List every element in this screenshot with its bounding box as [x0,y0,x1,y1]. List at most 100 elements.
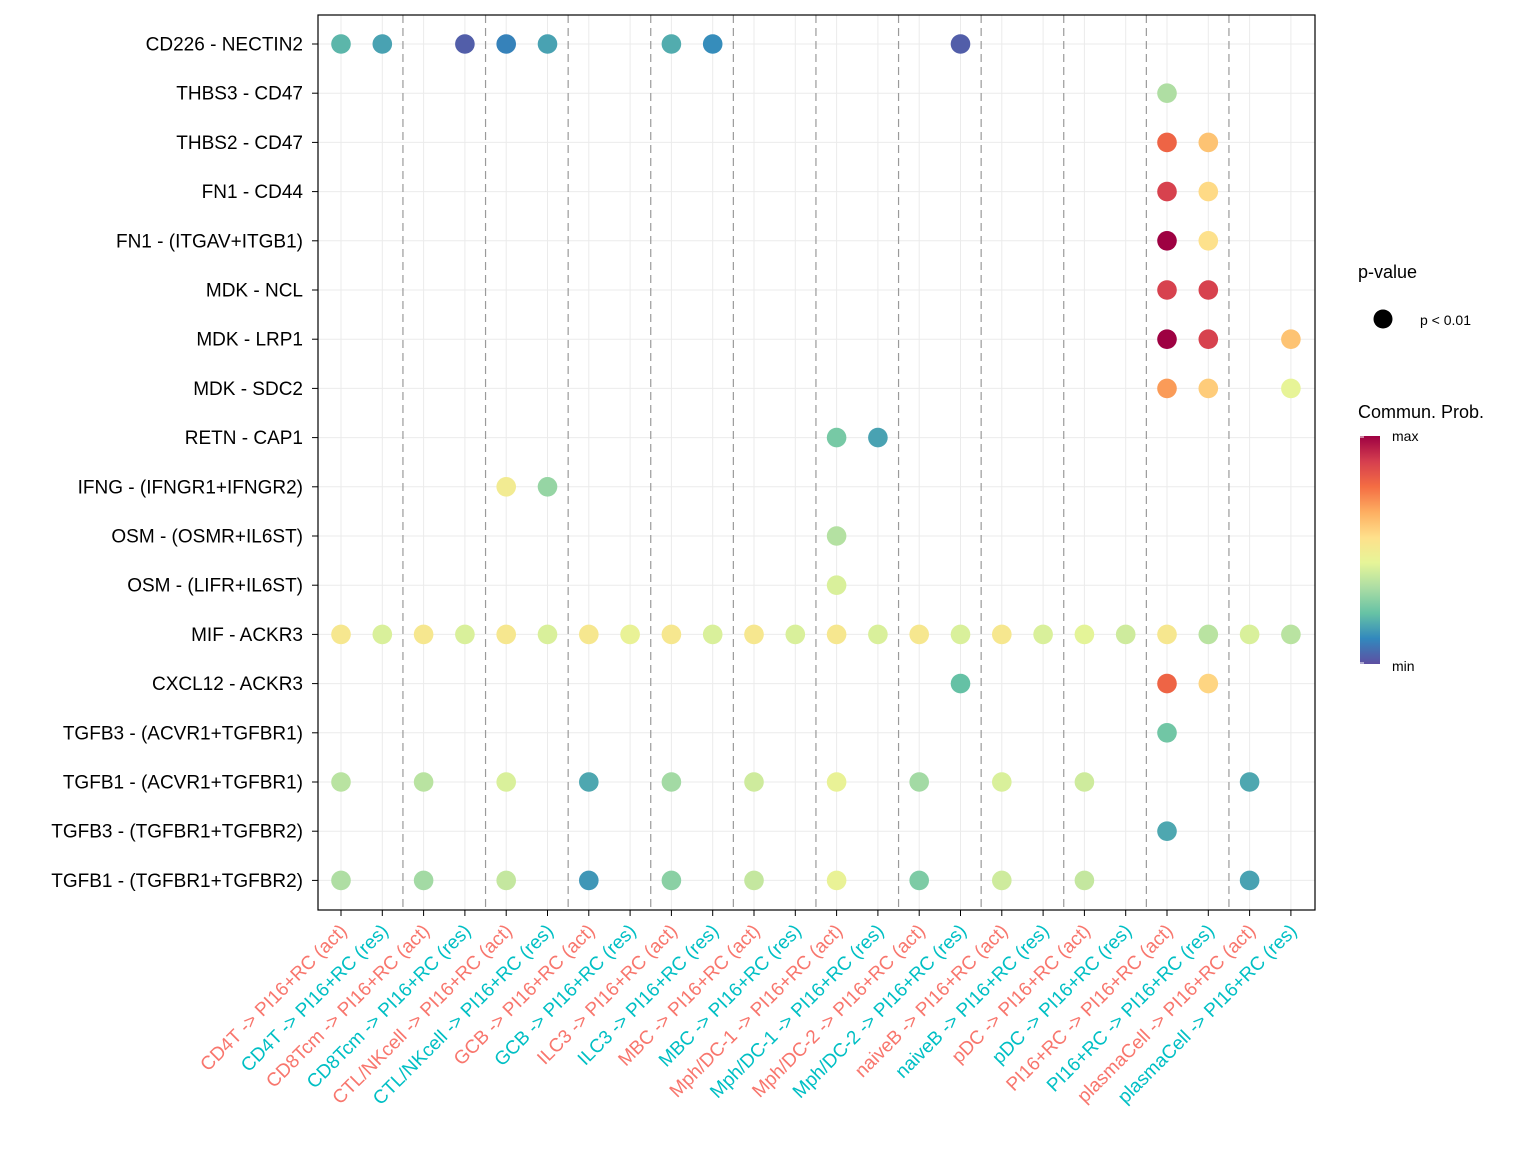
y-tick-label: FN1 - CD44 [202,182,304,203]
data-point [1074,624,1095,645]
data-point [537,624,558,645]
data-point [1157,329,1177,350]
data-point [413,870,434,891]
data-point [620,624,640,645]
y-tick-label: MIF - ACKR3 [191,625,303,646]
data-point [785,624,806,645]
data-point [1157,83,1177,103]
data-point [950,673,971,694]
data-point [826,624,847,645]
data-point [868,624,888,645]
data-point [909,624,929,645]
data-point [496,624,516,645]
data-point [702,624,723,645]
y-axis: CD226 - NECTIN2 THBS3 - CD47 THBS2 - CD47 F… [51,35,318,892]
data-point [1157,378,1177,399]
y-tick-label: THBS3 - CD47 [176,84,303,105]
data-point [1198,673,1219,694]
data-point [1239,870,1260,891]
data-point [744,772,764,792]
y-tick-label: MDK - SDC2 [193,379,303,400]
y-tick-label: MDK - LRP1 [196,330,303,351]
data-point [1074,870,1095,891]
colorbar-min-label: min [1392,658,1415,674]
data-point [661,624,682,645]
points-layer [331,34,1301,891]
data-point [744,870,764,891]
data-point [992,870,1012,891]
data-point [1157,624,1177,645]
y-tick-label: THBS2 - CD47 [176,133,303,154]
data-point [331,772,351,792]
data-point [826,772,847,792]
data-point [1157,280,1177,300]
data-point [1198,329,1219,350]
group-separators [402,15,1230,910]
data-point [826,575,847,595]
data-point [455,624,475,645]
y-tick-label: TGFB1 - (TGFBR1+TGFBR2) [51,871,303,892]
data-point [579,870,599,891]
data-point [1198,231,1219,251]
data-point [331,870,351,891]
data-point [1074,772,1095,792]
pvalue-legend-dot [1373,309,1393,329]
data-point [1157,181,1177,202]
y-tick-label: CXCL12 - ACKR3 [152,674,303,695]
data-point [1115,624,1136,645]
data-point [992,772,1012,792]
colorbar [1360,436,1380,664]
data-point [413,624,434,645]
data-point [661,870,682,891]
data-point [537,34,558,54]
data-point [496,772,516,792]
data-point [1157,723,1177,743]
data-point [1281,378,1301,399]
data-point [372,34,393,54]
data-point [1239,772,1260,792]
y-tick-label: MDK - NCL [206,281,303,302]
data-point [1198,132,1219,153]
plot-panel-border [317,14,1316,911]
data-point [702,34,723,54]
grid-layer [318,15,1315,910]
data-point [1239,624,1260,645]
data-point [661,34,682,54]
data-point [868,427,888,448]
data-point [372,624,393,645]
data-point [661,772,682,792]
y-tick-label: TGFB3 - (ACVR1+TGFBR1) [63,723,303,744]
data-point [992,624,1012,645]
data-point [455,34,475,54]
data-point [826,526,847,546]
data-point [826,870,847,891]
data-point [1198,624,1219,645]
data-point [579,624,599,645]
colorbar-title: Commun. Prob. [1358,402,1484,422]
data-point [1157,231,1177,251]
data-point [1281,329,1301,350]
x-axis: CD4T -> PI16+RC (act)CD4T -> PI16+RC (re… [197,910,1301,1109]
y-tick-label: OSM - (OSMR+IL6ST) [111,527,303,548]
data-point [1198,378,1219,399]
data-point [909,870,929,891]
y-tick-label: TGFB3 - (TGFBR1+TGFBR2) [51,822,303,843]
data-point [496,477,516,497]
data-point [413,772,434,792]
data-point [579,772,599,792]
data-point [744,624,764,645]
data-point [1157,673,1177,694]
y-tick-label: CD226 - NECTIN2 [146,35,303,56]
data-point [537,477,558,497]
data-point [331,34,351,54]
data-point [1033,624,1053,645]
data-point [1157,132,1177,153]
data-point [496,870,516,891]
data-point [1281,624,1301,645]
colorbar-max-label: max [1392,428,1418,444]
data-point [331,624,351,645]
y-tick-label: TGFB1 - (ACVR1+TGFBR1) [63,773,303,794]
y-tick-label: IFNG - (IFNGR1+IFNGR2) [78,477,303,498]
data-point [1198,181,1219,202]
